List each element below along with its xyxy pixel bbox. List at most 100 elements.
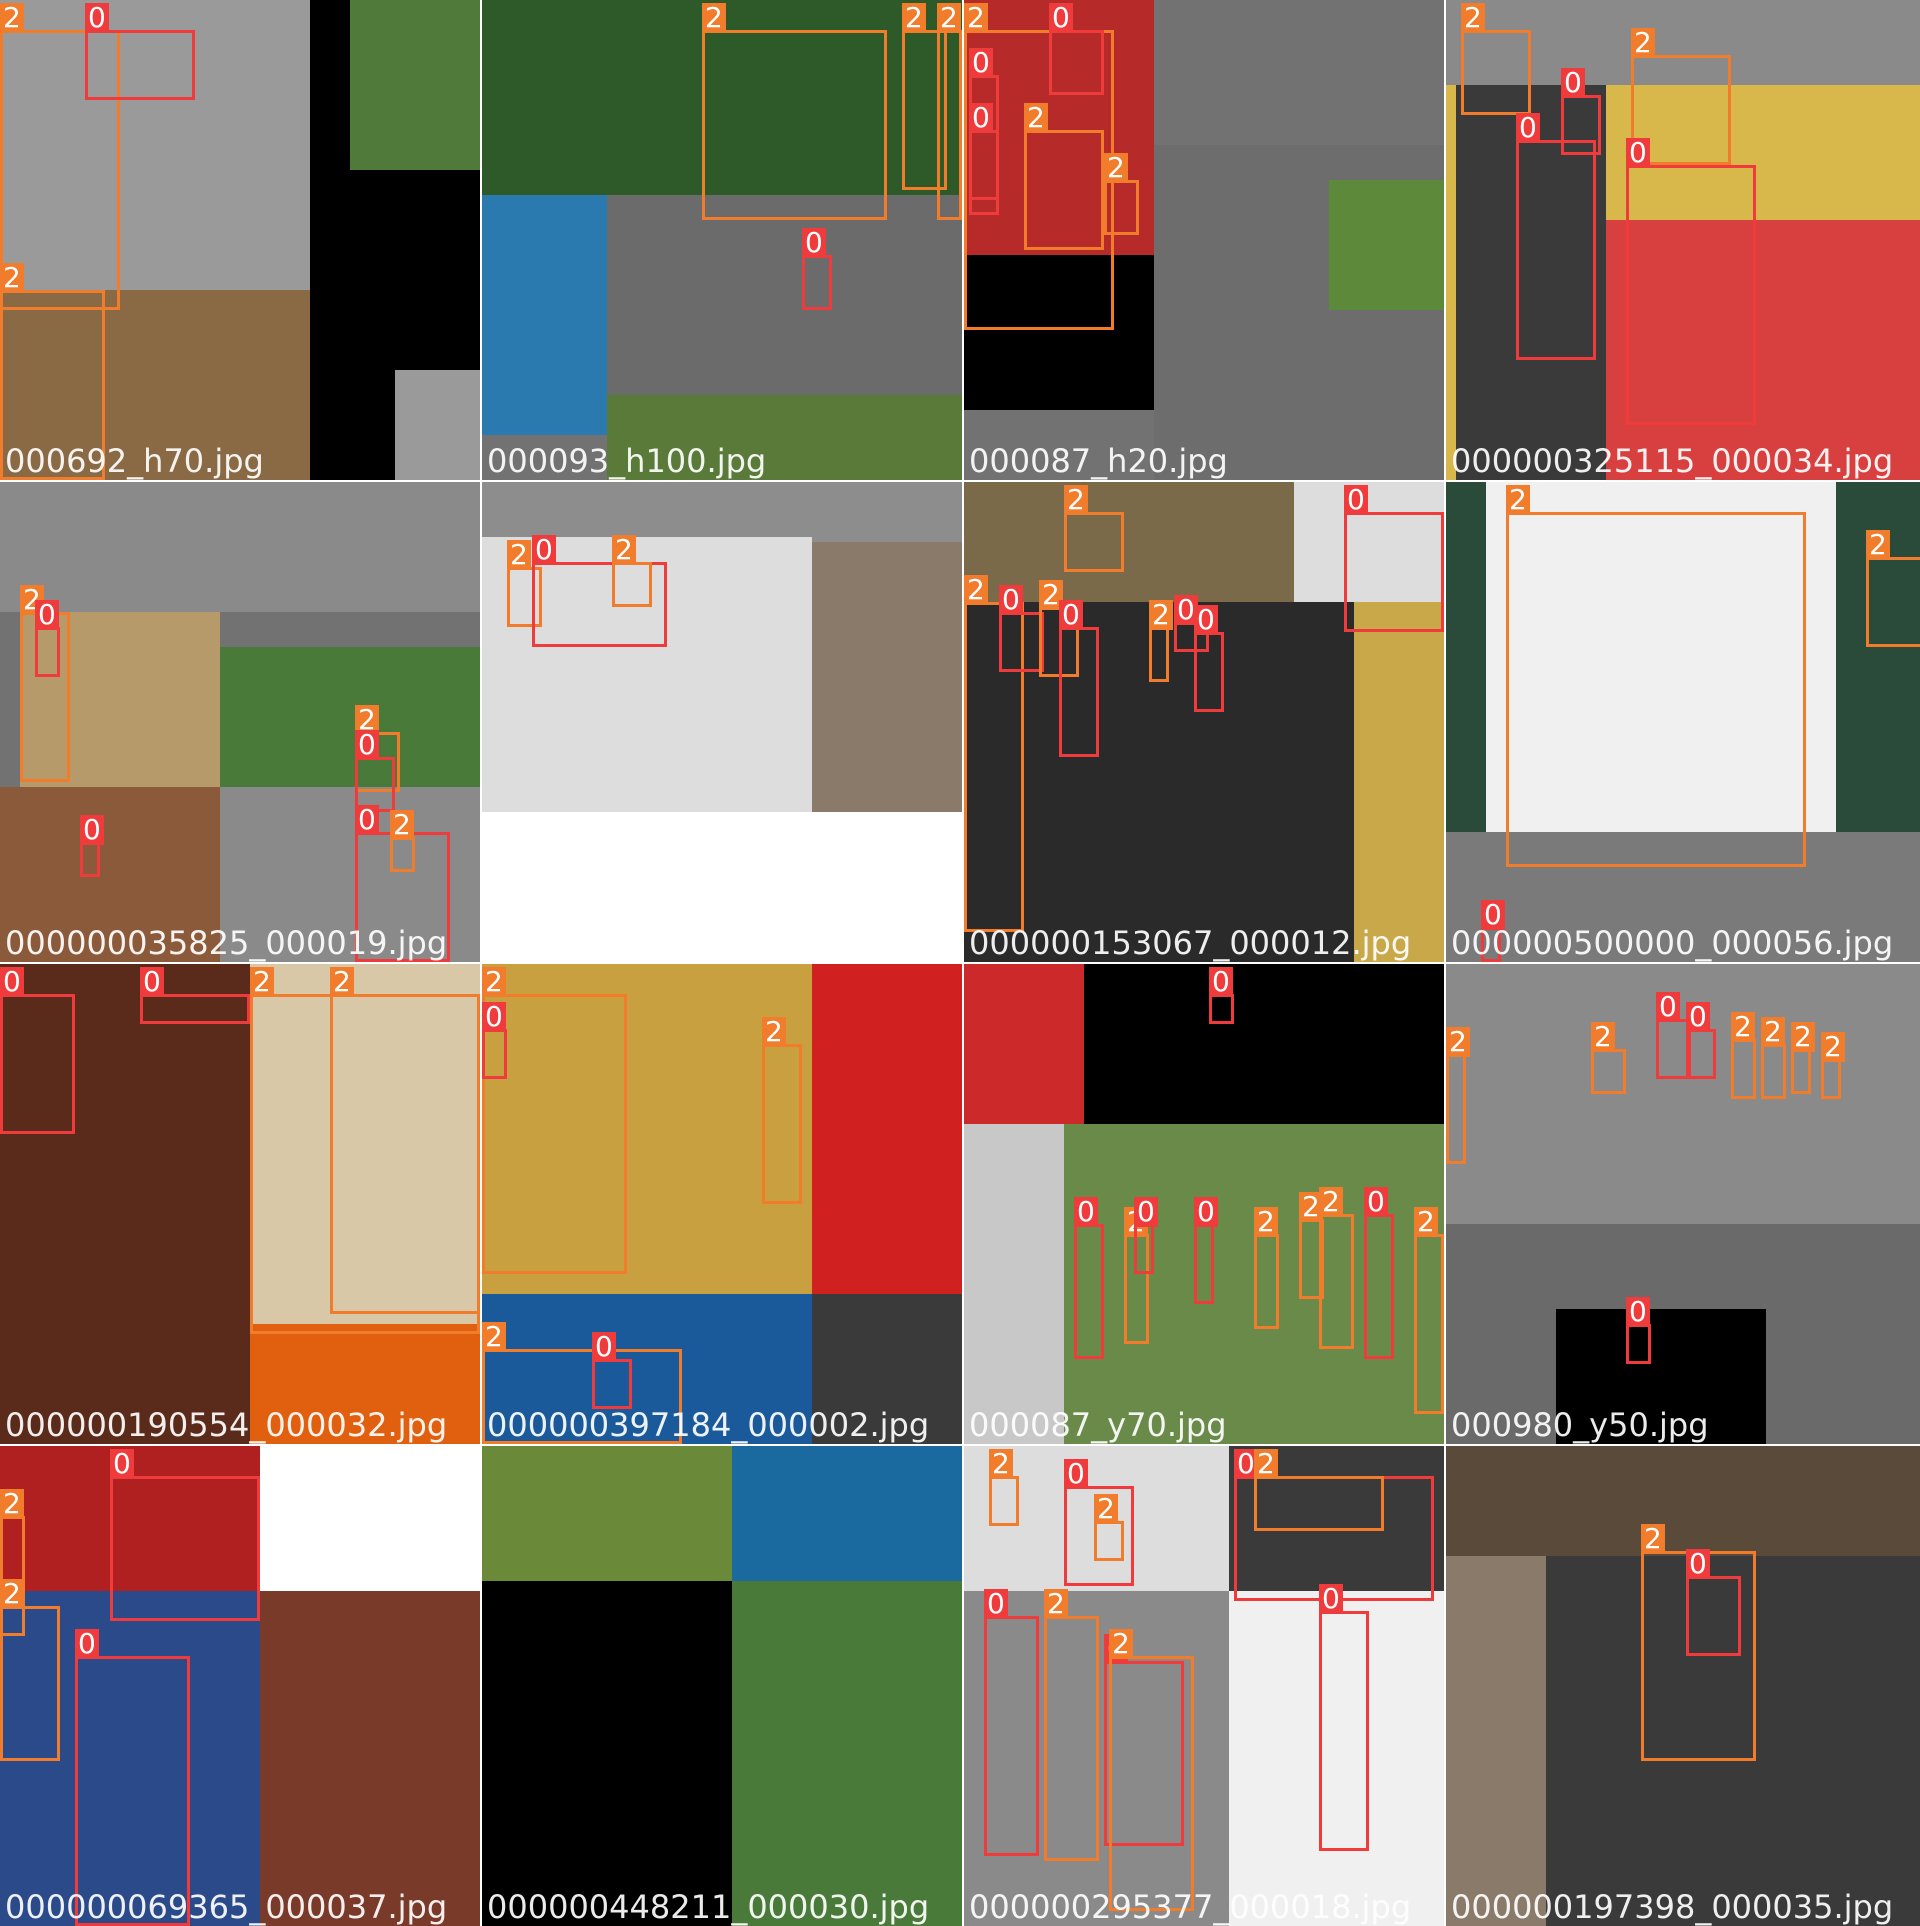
photo-region [1546, 1556, 1920, 1926]
photo-region [482, 195, 607, 435]
photo-region [812, 1294, 962, 1444]
photo-region [0, 964, 250, 1444]
photo-region [220, 647, 480, 792]
detection-box: 2 [1591, 1022, 1626, 1094]
photo-region [1294, 482, 1444, 602]
photo-region [350, 0, 480, 170]
detection-box: 0 [1686, 1549, 1741, 1656]
photo-region [732, 1446, 962, 1581]
mosaic-tile: 0202202020000087_y70.jpg [964, 964, 1444, 1444]
detection-box: 2 [330, 967, 480, 1314]
photo-region [812, 964, 962, 1294]
photo-region [1606, 220, 1920, 480]
class-label: 2 [482, 1322, 506, 1352]
class-label: 2 [1109, 1629, 1133, 1659]
tile-filename: 000000397184_000002.jpg [487, 1406, 930, 1444]
class-label: 2 [964, 3, 988, 33]
class-label: 0 [1064, 1459, 1088, 1489]
detection-box: 2 [1319, 1187, 1354, 1349]
class-label: 2 [1631, 28, 1655, 58]
class-label: 0 [969, 103, 993, 133]
class-label: 0 [1174, 595, 1198, 625]
detection-box: 0 [35, 600, 60, 677]
class-label: 2 [1591, 1022, 1615, 1052]
class-label: 2 [0, 1579, 24, 1609]
tile-filename: 000000033127_000018.jpg [487, 924, 930, 962]
tile-filename: 000980_y50.jpg [1451, 1406, 1709, 1444]
class-label: 2 [762, 1017, 786, 1047]
mosaic-tile: 2 0 2 0 000000069365_000037.jpg [0, 1446, 480, 1926]
class-label: 0 [1656, 992, 1680, 1022]
photo-region [20, 612, 220, 792]
detection-box: 2 [702, 3, 887, 220]
detection-box: 2 [1631, 28, 1731, 165]
class-label: 0 [969, 48, 993, 78]
class-label: 0 [1059, 600, 1083, 630]
class-label: 2 [507, 540, 531, 570]
detection-box: 0 [0, 967, 75, 1134]
class-label: 0 [140, 967, 164, 997]
detection-box: 2 [1461, 3, 1531, 115]
detection-box: 2 [1149, 600, 1173, 682]
class-label: 2 [1024, 103, 1048, 133]
class-label: 2 [1044, 1589, 1068, 1619]
mosaic-tile: 2 0 000000197398_000035.jpg [1446, 1446, 1920, 1926]
class-label: 0 [1481, 900, 1505, 930]
detection-box: 0 [1364, 1187, 1394, 1359]
photo-region [0, 482, 480, 612]
class-label: 2 [1104, 153, 1128, 183]
detection-box: 2 [1821, 1032, 1845, 1099]
mosaic-tile: 2 2 0 0 2 2 2 2 0 000980_y50.jpg [1446, 964, 1920, 1444]
tile-filename: 000000325115_000034.jpg [1451, 442, 1894, 480]
detection-box: 2 [1866, 530, 1920, 647]
detection-box: 2 [482, 1322, 682, 1444]
detection-box: 2 [902, 3, 947, 190]
photo-region [220, 787, 480, 962]
mosaic-tile: 2 2 0 000000500000_000056.jpg [1446, 482, 1920, 962]
class-label: 2 [989, 1449, 1013, 1479]
photo-region [1229, 1591, 1444, 1926]
tile-filename: 000087_y70.jpg [969, 1406, 1227, 1444]
photo-region [1556, 1309, 1766, 1444]
detection-box: 2 [964, 575, 1024, 932]
detection-box: 2 [1791, 1022, 1815, 1094]
class-label: 0 [1319, 1584, 1343, 1614]
detection-box: 0 [1481, 900, 1505, 962]
detection-box: 0 [1209, 967, 1234, 1024]
detection-box: 0 [592, 1332, 632, 1409]
detection-box: 0 [984, 1589, 1039, 1856]
class-label: 0 [35, 600, 59, 630]
photo-region [1486, 482, 1836, 832]
photo-region [1456, 85, 1606, 480]
detection-box: 2 [507, 540, 542, 627]
mosaic-tile: 2 0 2 000692_h70.jpg [0, 0, 480, 480]
class-label: 2 [1641, 1524, 1665, 1554]
tile-filename: 000000069365_000037.jpg [5, 1888, 448, 1926]
class-label: 2 [937, 3, 961, 33]
class-label: 2 [612, 535, 636, 565]
tile-filename: 000087_h20.jpg [969, 442, 1228, 480]
tile-filename: 000000035825_000019.jpg [5, 924, 448, 962]
tile-filename: 000000500000_000056.jpg [1451, 924, 1894, 962]
detection-box: 2 [1299, 1192, 1324, 1299]
mosaic-tile: 2 2 2 0 000093_h100.jpg [482, 0, 962, 480]
detection-box: 2 [937, 3, 962, 220]
photo-region [0, 0, 310, 290]
detection-box: 0 [1516, 113, 1596, 360]
detection-box: 0 [969, 103, 999, 200]
photo-region [964, 255, 1154, 410]
detection-box: 2 [0, 3, 120, 310]
class-label: 2 [1254, 1449, 1278, 1479]
class-label: 2 [390, 810, 414, 840]
class-label: 2 [482, 967, 506, 997]
class-label: 2 [1319, 1187, 1343, 1217]
class-label: 0 [1686, 1002, 1710, 1032]
photo-region [260, 1591, 480, 1926]
class-label: 0 [1194, 1197, 1218, 1227]
detection-box: 2 [1104, 153, 1139, 235]
class-label: 0 [355, 730, 379, 760]
detection-box: 2 [1731, 1012, 1756, 1099]
detection-box: 2 [1254, 1449, 1384, 1531]
photo-region [1446, 1446, 1920, 1556]
class-label: 2 [0, 263, 24, 293]
